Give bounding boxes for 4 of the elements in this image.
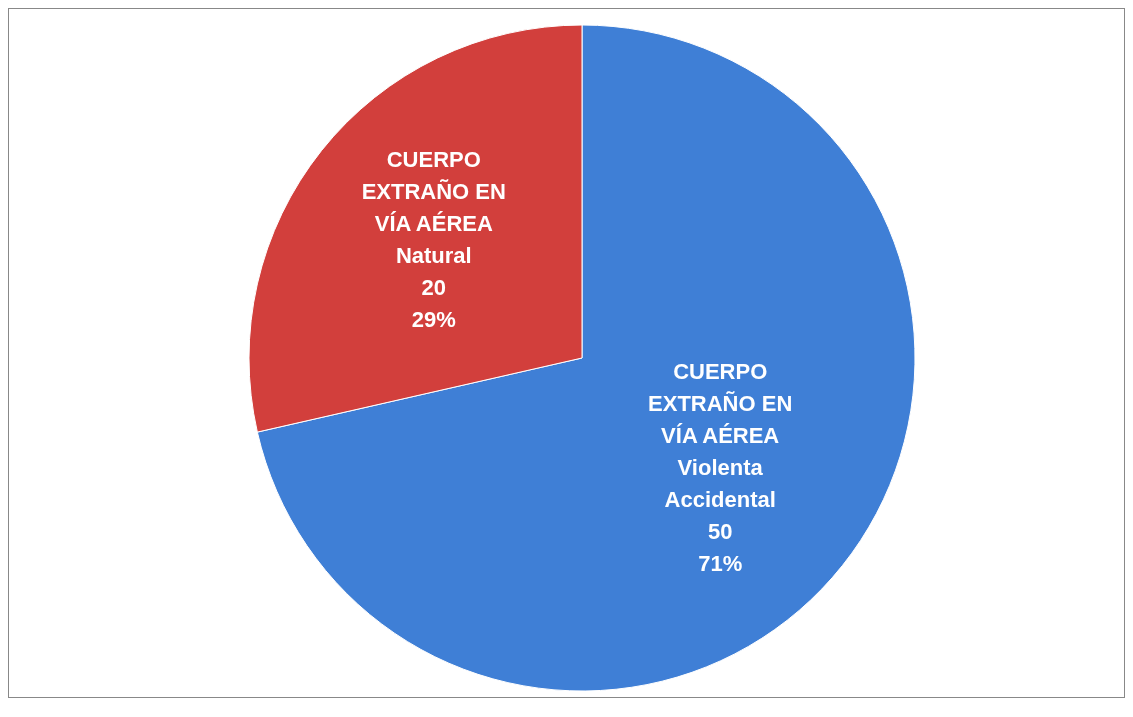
data-label: 20 29%	[411, 274, 456, 332]
slice-label: CUERPO EXTRAÑO EN VÍA AÉREA Violenta Accidental	[648, 358, 793, 512]
slice-label: CUERPO EXTRAÑO EN VÍA AÉREA Natural	[361, 146, 506, 268]
data-label: 50 71%	[698, 518, 743, 576]
